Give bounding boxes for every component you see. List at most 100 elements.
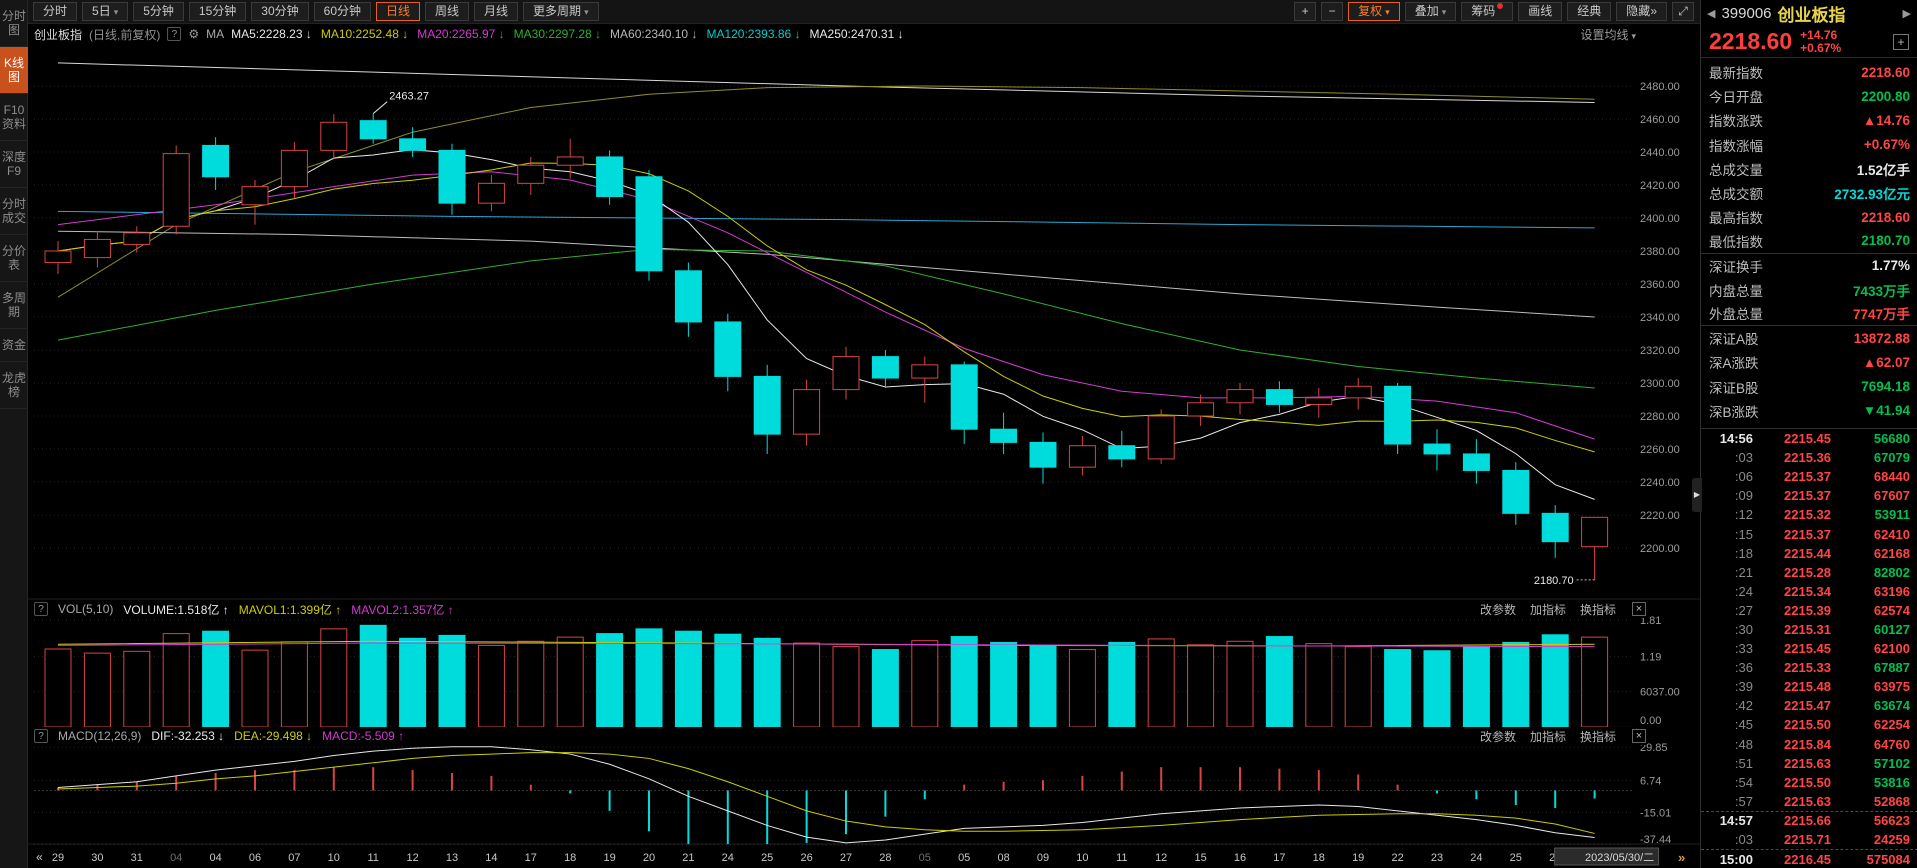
svg-text:2440.00: 2440.00: [1640, 147, 1680, 159]
经典-button[interactable]: 经典: [1567, 2, 1612, 21]
svg-text:6.74: 6.74: [1640, 776, 1661, 788]
close-icon[interactable]: ×: [1632, 602, 1646, 616]
quote-row: 深B涨跌 ▼41.94: [1701, 399, 1917, 423]
close-icon[interactable]: ×: [1632, 729, 1646, 743]
tick-volume: 62100: [1873, 641, 1910, 657]
tick-volume: 67079: [1873, 450, 1910, 466]
tick-price: 2215.66: [1784, 813, 1831, 829]
tool-link-改参数[interactable]: 改参数: [1479, 729, 1516, 744]
tool-link-加指标[interactable]: 加指标: [1529, 729, 1566, 744]
sidebar-item-龙虎榜[interactable]: 龙虎榜: [0, 362, 28, 409]
period-button-5分钟[interactable]: 5分钟: [133, 2, 184, 21]
ma-line-MA20: [57, 171, 1595, 440]
prev-symbol-button[interactable]: ◀: [1707, 7, 1716, 20]
筹码-button[interactable]: 筹码: [1461, 2, 1514, 21]
period-button-月线[interactable]: 月线: [474, 2, 519, 21]
sidebar-item-分价表[interactable]: 分价表: [0, 235, 28, 282]
red-dot-icon: [1497, 3, 1504, 9]
sidebar-item-深度F9[interactable]: 深度F9: [0, 141, 28, 188]
period-button-30分钟[interactable]: 30分钟: [251, 2, 309, 21]
price-change: +14.76 +0.67%: [1800, 27, 1842, 55]
复权-button[interactable]: 复权 ▾: [1348, 2, 1400, 21]
svg-text:16: 16: [1234, 852, 1246, 864]
svg-text:2280.00: 2280.00: [1640, 411, 1680, 423]
period-button-5日[interactable]: 5日 ▾: [82, 2, 129, 21]
pan-right-button[interactable]: »: [1678, 850, 1685, 865]
画线-button[interactable]: 画线: [1518, 2, 1563, 21]
next-symbol-button[interactable]: ▶: [1902, 7, 1911, 20]
sidebar-item-F10资料[interactable]: F10资料: [0, 94, 28, 141]
ma-lines-layer: [57, 62, 1595, 500]
叠加-button[interactable]: 叠加 ▾: [1404, 2, 1457, 21]
quote-row: 总成交额 2732.93亿元: [1701, 181, 1917, 205]
period-button-日线[interactable]: 日线: [376, 2, 421, 21]
svg-text:12: 12: [1155, 852, 1167, 864]
sidebar-item-资金[interactable]: 资金: [0, 329, 28, 362]
quote-field-value: ▼41.94: [1862, 403, 1910, 419]
quote-field-value: ▲14.76: [1862, 112, 1910, 128]
help-icon[interactable]: ?: [34, 602, 48, 616]
tool-link-换指标[interactable]: 换指标: [1579, 729, 1616, 744]
sidebar-item-分时图[interactable]: 分时图: [0, 0, 28, 47]
add-to-watchlist-button[interactable]: +: [1893, 33, 1909, 50]
sidebar-item-K线图[interactable]: K线图: [0, 47, 28, 94]
svg-text:1.81: 1.81: [1640, 615, 1661, 627]
period-label: 分时: [43, 4, 68, 18]
tick-time: 14:57: [1719, 813, 1753, 829]
ma-value-label: MA60:2340.10 ↓: [610, 27, 698, 41]
vol-ma-MAVOL2: [57, 642, 1595, 648]
svg-text:2360.00: 2360.00: [1640, 279, 1680, 291]
sidebar-item-多周期[interactable]: 多周期: [0, 282, 28, 329]
quote-field-label: 总成交量: [1709, 162, 1763, 178]
button-label: 叠加: [1414, 4, 1439, 18]
period-button-分时[interactable]: 分时: [33, 2, 78, 21]
left-sidebar: 分时图 K线图 F10资料 深度F9 分时成交 分价表 多周期 资金 龙虎榜: [0, 0, 28, 868]
svg-text:06: 06: [249, 852, 261, 864]
period-button-60分钟[interactable]: 60分钟: [313, 2, 371, 21]
tick-row: :18 2215.44 62168: [1701, 544, 1917, 563]
tick-volume: 56680: [1873, 431, 1910, 447]
ma-value-label: MA5:2228.23 ↓: [231, 27, 312, 41]
kline-chart[interactable]: 2480.00 2460.00 2440.00 2420.00 2400.00 2380.…: [28, 44, 1700, 868]
sidebar-item-分时成交[interactable]: 分时成交: [0, 188, 28, 235]
ma-settings-button[interactable]: 设置均线 ▾: [1580, 27, 1636, 42]
macd-panel-header: ? MACD(12,26,9) DIF:-32.253 ↓ DEA:-29.498 ↓…: [28, 727, 1646, 745]
period-button-周线[interactable]: 周线: [425, 2, 470, 21]
pan-left-button[interactable]: «: [36, 850, 43, 864]
help-icon[interactable]: ?: [34, 729, 48, 743]
tool-link-加指标[interactable]: 加指标: [1529, 602, 1566, 617]
quote-field-label: 外盘总量: [1709, 307, 1763, 323]
gear-icon[interactable]: ⚙: [188, 27, 200, 41]
zoom-in-button[interactable]: +: [1294, 2, 1317, 21]
help-icon[interactable]: ?: [167, 27, 182, 41]
quote-row: 外盘总量 7747万手: [1701, 302, 1917, 327]
tool-link-改参数[interactable]: 改参数: [1479, 602, 1516, 617]
quote-field-value: +0.67%: [1863, 137, 1910, 153]
tool-link-换指标[interactable]: 换指标: [1579, 602, 1616, 617]
period-button-更多周期[interactable]: 更多周期 ▾: [523, 2, 599, 21]
tick-time: :21: [1734, 564, 1753, 580]
chevron-down-icon: ▾: [584, 7, 589, 17]
quote-field-value: 7433万手: [1852, 283, 1910, 299]
svg-text:2200.00: 2200.00: [1640, 543, 1680, 555]
ma-line-MA5: [57, 149, 1595, 500]
panel-collapse-handle[interactable]: ▶: [1692, 478, 1702, 512]
ma-value-label: MA30:2297.28 ↓: [513, 27, 602, 41]
ma-value-label: MA20:2265.97 ↓: [417, 27, 505, 41]
svg-text:18: 18: [564, 852, 576, 864]
svg-text:28: 28: [879, 852, 891, 864]
隐藏-button[interactable]: 隐藏»: [1616, 2, 1667, 21]
period-label: 15分钟: [198, 4, 237, 18]
tick-row: :33 2215.45 62100: [1701, 639, 1917, 658]
ma-line-MA60: [57, 230, 1595, 318]
zoom-out-button[interactable]: −: [1321, 2, 1344, 21]
tick-volume: 57102: [1873, 755, 1910, 771]
date-axis: « 29 30 31 04 04 06 07 10 11 12 13 14 17 18 19 20 21 24 25 2…: [36, 847, 1685, 866]
tick-time: :27: [1734, 602, 1753, 618]
tick-volume: 64760: [1873, 736, 1910, 752]
expand-button[interactable]: ⤢: [1672, 2, 1694, 21]
quote-row: 深A涨跌 ▲62.07: [1701, 350, 1917, 374]
svg-text:26: 26: [800, 852, 812, 864]
period-button-15分钟[interactable]: 15分钟: [188, 2, 247, 21]
